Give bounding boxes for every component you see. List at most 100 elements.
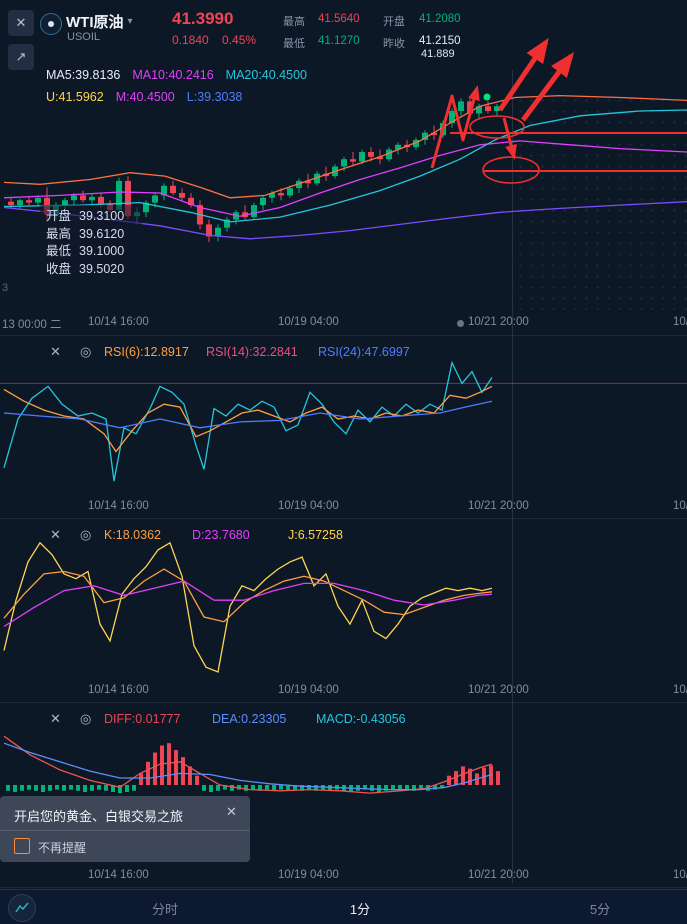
popup-title: 开启您的黄金、白银交易之旅 (14, 809, 184, 824)
tab-5min[interactable]: 5分 (589, 902, 611, 917)
symbol-selector[interactable]: WTI原油 ▾ (66, 11, 133, 32)
tooltip-close-label: 收盘 (46, 261, 72, 276)
tooltip-open-label: 开盘 (46, 209, 72, 223)
crosshair-line (512, 70, 513, 883)
time-axis-label: 10/14 16:00 (88, 316, 149, 328)
macd-diff-label: DIFF:0.01777 (104, 712, 181, 726)
close-icon: ✕ (50, 344, 61, 359)
popup-divider (0, 830, 250, 831)
tooltip-low-value: 39.1000 (79, 244, 125, 258)
time-axis-label: 10/21 20:00 (468, 500, 529, 512)
rsi24-label: RSI(24):47.6997 (318, 345, 410, 359)
change-percent: 0.45% (222, 33, 257, 47)
target-icon: ◎ (80, 527, 92, 542)
time-axis-label: 10/ (673, 869, 687, 881)
tab-timeline[interactable]: 分时 (151, 902, 178, 917)
rsi-settings-button[interactable]: ◎ (80, 344, 91, 360)
macd-settings-button[interactable]: ◎ (80, 711, 91, 727)
panel-divider (0, 518, 687, 519)
close-button[interactable]: ✕ (8, 10, 34, 36)
rsi-close-button[interactable]: ✕ (50, 344, 61, 360)
price-change: 0.1840 0.45% (172, 33, 256, 47)
macd-dea-label: DEA:0.23305 (212, 712, 287, 726)
time-axis-label: 10/21 20:00 (468, 684, 529, 696)
kdj-close-button[interactable]: ✕ (50, 527, 61, 543)
timeframe-bar: 分时 1分 5分 (0, 889, 687, 924)
ma20-label: MA20:40.4500 (225, 68, 307, 82)
popup-close-button[interactable]: ✕ (226, 804, 237, 820)
price-tag: 41.889 (421, 48, 455, 60)
time-axis-label: 10/ (673, 316, 687, 328)
ma5-label: MA5:39.8136 (46, 68, 121, 82)
ma-indicator-row: MA5:39.8136 MA10:40.2416 MA20:40.4500 (46, 68, 307, 82)
event-marker-dot (457, 320, 464, 327)
tooltip-close-value: 39.5020 (79, 261, 125, 276)
time-axis-label: 10/14 16:00 (88, 500, 149, 512)
panel-divider (0, 887, 687, 888)
high-value: 41.5640 (318, 13, 360, 25)
kdj-k-label: K:18.0362 (104, 528, 161, 542)
open-label: 开盘 (383, 16, 405, 28)
time-axis-label: 10/19 04:00 (278, 869, 339, 881)
kdj-d-label: D:23.7680 (192, 528, 250, 542)
last-price: 41.3990 (172, 9, 234, 28)
target-icon: ◎ (80, 344, 92, 359)
dont-remind-label: 不再提醒 (38, 841, 87, 855)
close-icon: ✕ (226, 804, 237, 819)
time-axis-label: 13 00:00 二 (2, 319, 62, 331)
tooltip-high-label: 最高 (46, 226, 72, 241)
close-icon: ✕ (15, 15, 27, 30)
ohlc-tooltip: 开盘 39.3100 最高 39.6120 最低 39.1000 收盘 39.5020 (40, 205, 143, 282)
axis-partial-label: 3 (2, 282, 9, 294)
dot-pattern-background (515, 95, 687, 310)
open-value: 41.2080 (419, 13, 461, 25)
time-axis-label: 10/14 16:00 (88, 869, 149, 881)
time-axis-label: 10/ (673, 500, 687, 512)
tooltip-open-value: 39.3100 (79, 209, 125, 223)
boll-lower-label: L:39.3038 (186, 90, 243, 104)
time-axis-label: 10/19 04:00 (278, 500, 339, 512)
kdj-j-label: J:6.57258 (288, 528, 343, 542)
logo-dot (48, 21, 54, 27)
time-axis-label: 10/21 20:00 (468, 316, 529, 328)
macd-close-button[interactable]: ✕ (50, 711, 61, 727)
time-axis-label: 10/14 16:00 (88, 684, 149, 696)
boll-indicator-row: U:41.5962 M:40.4500 L:39.3038 (46, 90, 242, 104)
rsi14-label: RSI(14):32.2841 (206, 345, 298, 359)
prev-close-value: 41.2150 (419, 35, 461, 47)
kdj-settings-button[interactable]: ◎ (80, 527, 91, 543)
symbol-name: WTI原油 (66, 14, 124, 31)
prev-close-label: 昨收 (383, 38, 405, 50)
boll-mid-label: M:40.4500 (115, 90, 175, 104)
tab-1min[interactable]: 1分 (349, 902, 371, 917)
panel-divider (0, 702, 687, 703)
close-icon: ✕ (50, 711, 61, 726)
target-icon: ◎ (80, 711, 92, 726)
tooltip-low-label: 最低 (46, 244, 72, 258)
dont-remind-checkbox[interactable] (14, 838, 30, 854)
trend-tool-button[interactable]: ↗ (8, 44, 34, 70)
rsi6-label: RSI(6):12.8917 (104, 345, 189, 359)
close-icon: ✕ (50, 527, 61, 542)
ma10-label: MA10:40.2416 (132, 68, 214, 82)
chart-style-button[interactable] (8, 894, 36, 922)
tooltip-high-value: 39.6120 (79, 226, 125, 241)
time-axis-label: 10/21 20:00 (468, 869, 529, 881)
change-value: 0.1840 (172, 33, 209, 47)
high-label: 最高 (283, 16, 305, 28)
boll-upper-label: U:41.5962 (46, 90, 104, 104)
time-axis-label: 10/19 04:00 (278, 684, 339, 696)
trend-icon: ↗ (15, 49, 27, 64)
symbol-code: USOIL (67, 31, 101, 43)
timeline-chart-icon (15, 902, 29, 913)
chevron-down-icon: ▾ (127, 16, 133, 27)
time-axis-label: 10/19 04:00 (278, 316, 339, 328)
time-axis-label: 10/ (673, 684, 687, 696)
instrument-logo-icon (40, 13, 62, 35)
macd-value-label: MACD:-0.43056 (316, 712, 406, 726)
promo-popup: 开启您的黄金、白银交易之旅 ✕ 不再提醒 (0, 796, 250, 862)
panel-divider (0, 335, 687, 336)
low-value: 41.1270 (318, 35, 360, 47)
